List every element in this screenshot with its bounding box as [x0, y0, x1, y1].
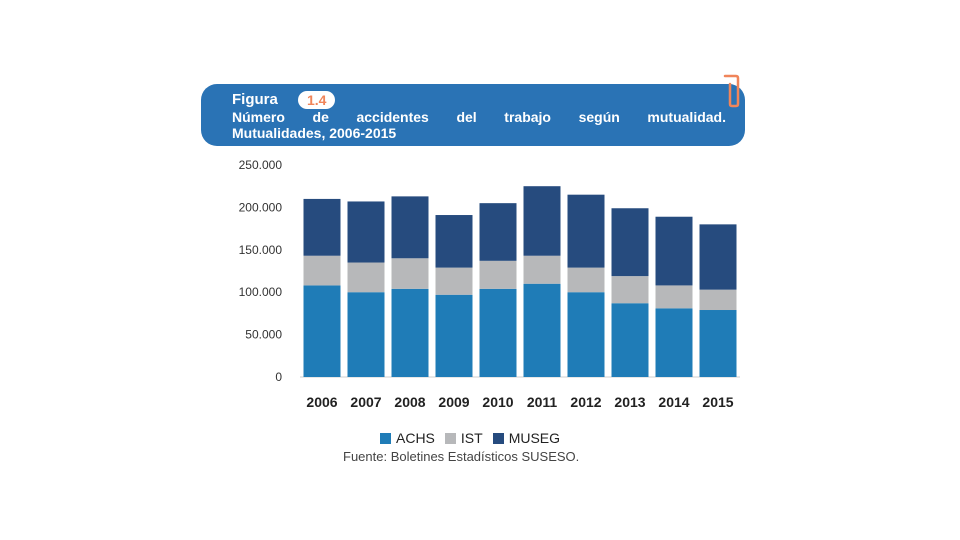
bar-ist-2006: [303, 255, 341, 286]
bar-museg-2010: [479, 203, 517, 261]
bar-achs-2014: [655, 308, 693, 377]
x-tick-label: 2014: [658, 394, 689, 410]
bar-museg-2006: [303, 198, 341, 256]
x-tick-label: 2006: [306, 394, 337, 410]
legend-item-achs: ACHS: [380, 430, 435, 446]
legend-label-achs: ACHS: [396, 430, 435, 446]
bar-achs-2012: [567, 292, 605, 377]
bar-achs-2006: [303, 285, 341, 377]
x-tick-label: 2015: [702, 394, 733, 410]
legend-swatch-ist: [444, 432, 456, 444]
bar-museg-2009: [435, 215, 473, 268]
bar-museg-2011: [523, 186, 561, 256]
x-tick-label: 2007: [350, 394, 381, 410]
y-tick-label: 200.000: [239, 200, 283, 214]
bar-museg-2013: [611, 208, 649, 277]
y-tick-label: 50.000: [245, 328, 282, 342]
legend-item-ist: IST: [444, 430, 483, 446]
y-tick-label: 0: [275, 370, 282, 384]
bar-ist-2010: [479, 260, 517, 289]
y-tick-label: 250.000: [239, 158, 283, 172]
figure-number-badge: 1.4: [298, 91, 336, 109]
x-tick-label: 2009: [438, 394, 469, 410]
y-tick-label: 100.000: [239, 285, 283, 299]
paperclip-icon: [723, 74, 740, 108]
x-tick-label: 2010: [482, 394, 513, 410]
bar-achs-2009: [435, 294, 473, 377]
figure-title-line1: Número de accidentes del trabajo según m…: [232, 109, 726, 125]
x-tick-label: 2013: [614, 394, 645, 410]
chart-legend: ACHS IST MUSEG: [380, 430, 570, 446]
bar-ist-2008: [391, 258, 429, 289]
legend-swatch-achs: [380, 432, 391, 444]
bar-museg-2014: [655, 216, 693, 286]
legend-label-museg: MUSEG: [508, 430, 561, 446]
bar-museg-2008: [391, 196, 429, 259]
bar-museg-2007: [347, 201, 385, 263]
bar-ist-2012: [567, 267, 605, 293]
bar-achs-2015: [699, 310, 737, 377]
legend-item-museg: MUSEG: [492, 430, 561, 446]
source-note: Fuente: Boletines Estadísticos SUSESO.: [343, 449, 580, 464]
bar-ist-2007: [347, 262, 385, 293]
bar-ist-2011: [523, 255, 561, 284]
bar-ist-2015: [699, 289, 737, 311]
bar-museg-2012: [567, 194, 605, 268]
bar-ist-2014: [655, 285, 693, 309]
bar-achs-2011: [523, 283, 561, 377]
bar-achs-2007: [347, 292, 385, 377]
x-tick-label: 2012: [570, 394, 601, 410]
figure-header: Figura 1.4 Número de accidentes del trab…: [201, 84, 745, 146]
bar-museg-2015: [699, 224, 737, 290]
bar-achs-2010: [479, 288, 517, 377]
x-tick-label: 2011: [527, 394, 558, 410]
figure-label: Figura: [232, 91, 278, 108]
bar-achs-2008: [391, 288, 429, 377]
y-tick-label: 150.000: [239, 243, 283, 257]
bar-ist-2009: [435, 267, 473, 295]
figure-title-line2: Mutualidades, 2006-2015: [232, 125, 397, 141]
legend-swatch-museg: [492, 432, 504, 444]
bar-ist-2013: [611, 276, 649, 304]
bar-achs-2013: [611, 303, 649, 377]
x-tick-label: 2008: [394, 394, 425, 410]
legend-label-ist: IST: [460, 430, 483, 446]
